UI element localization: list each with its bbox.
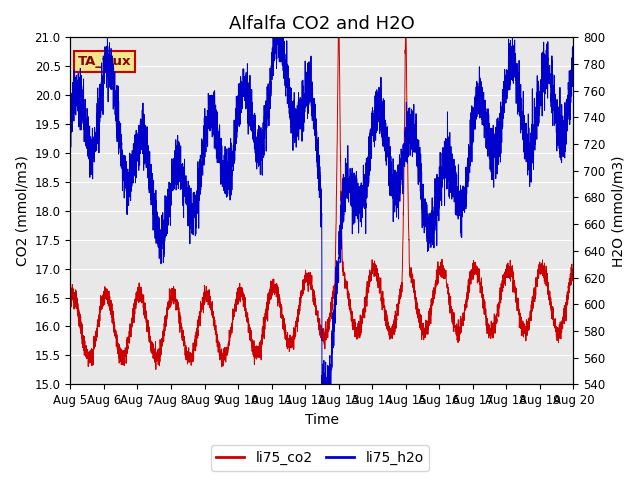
Text: TA_flux: TA_flux [78, 55, 131, 68]
Legend: li75_co2, li75_h2o: li75_co2, li75_h2o [211, 445, 429, 471]
Y-axis label: CO2 (mmol/m3): CO2 (mmol/m3) [15, 156, 29, 266]
X-axis label: Time: Time [305, 413, 339, 427]
Y-axis label: H2O (mmol/m3): H2O (mmol/m3) [611, 155, 625, 266]
Title: Alfalfa CO2 and H2O: Alfalfa CO2 and H2O [229, 15, 415, 33]
